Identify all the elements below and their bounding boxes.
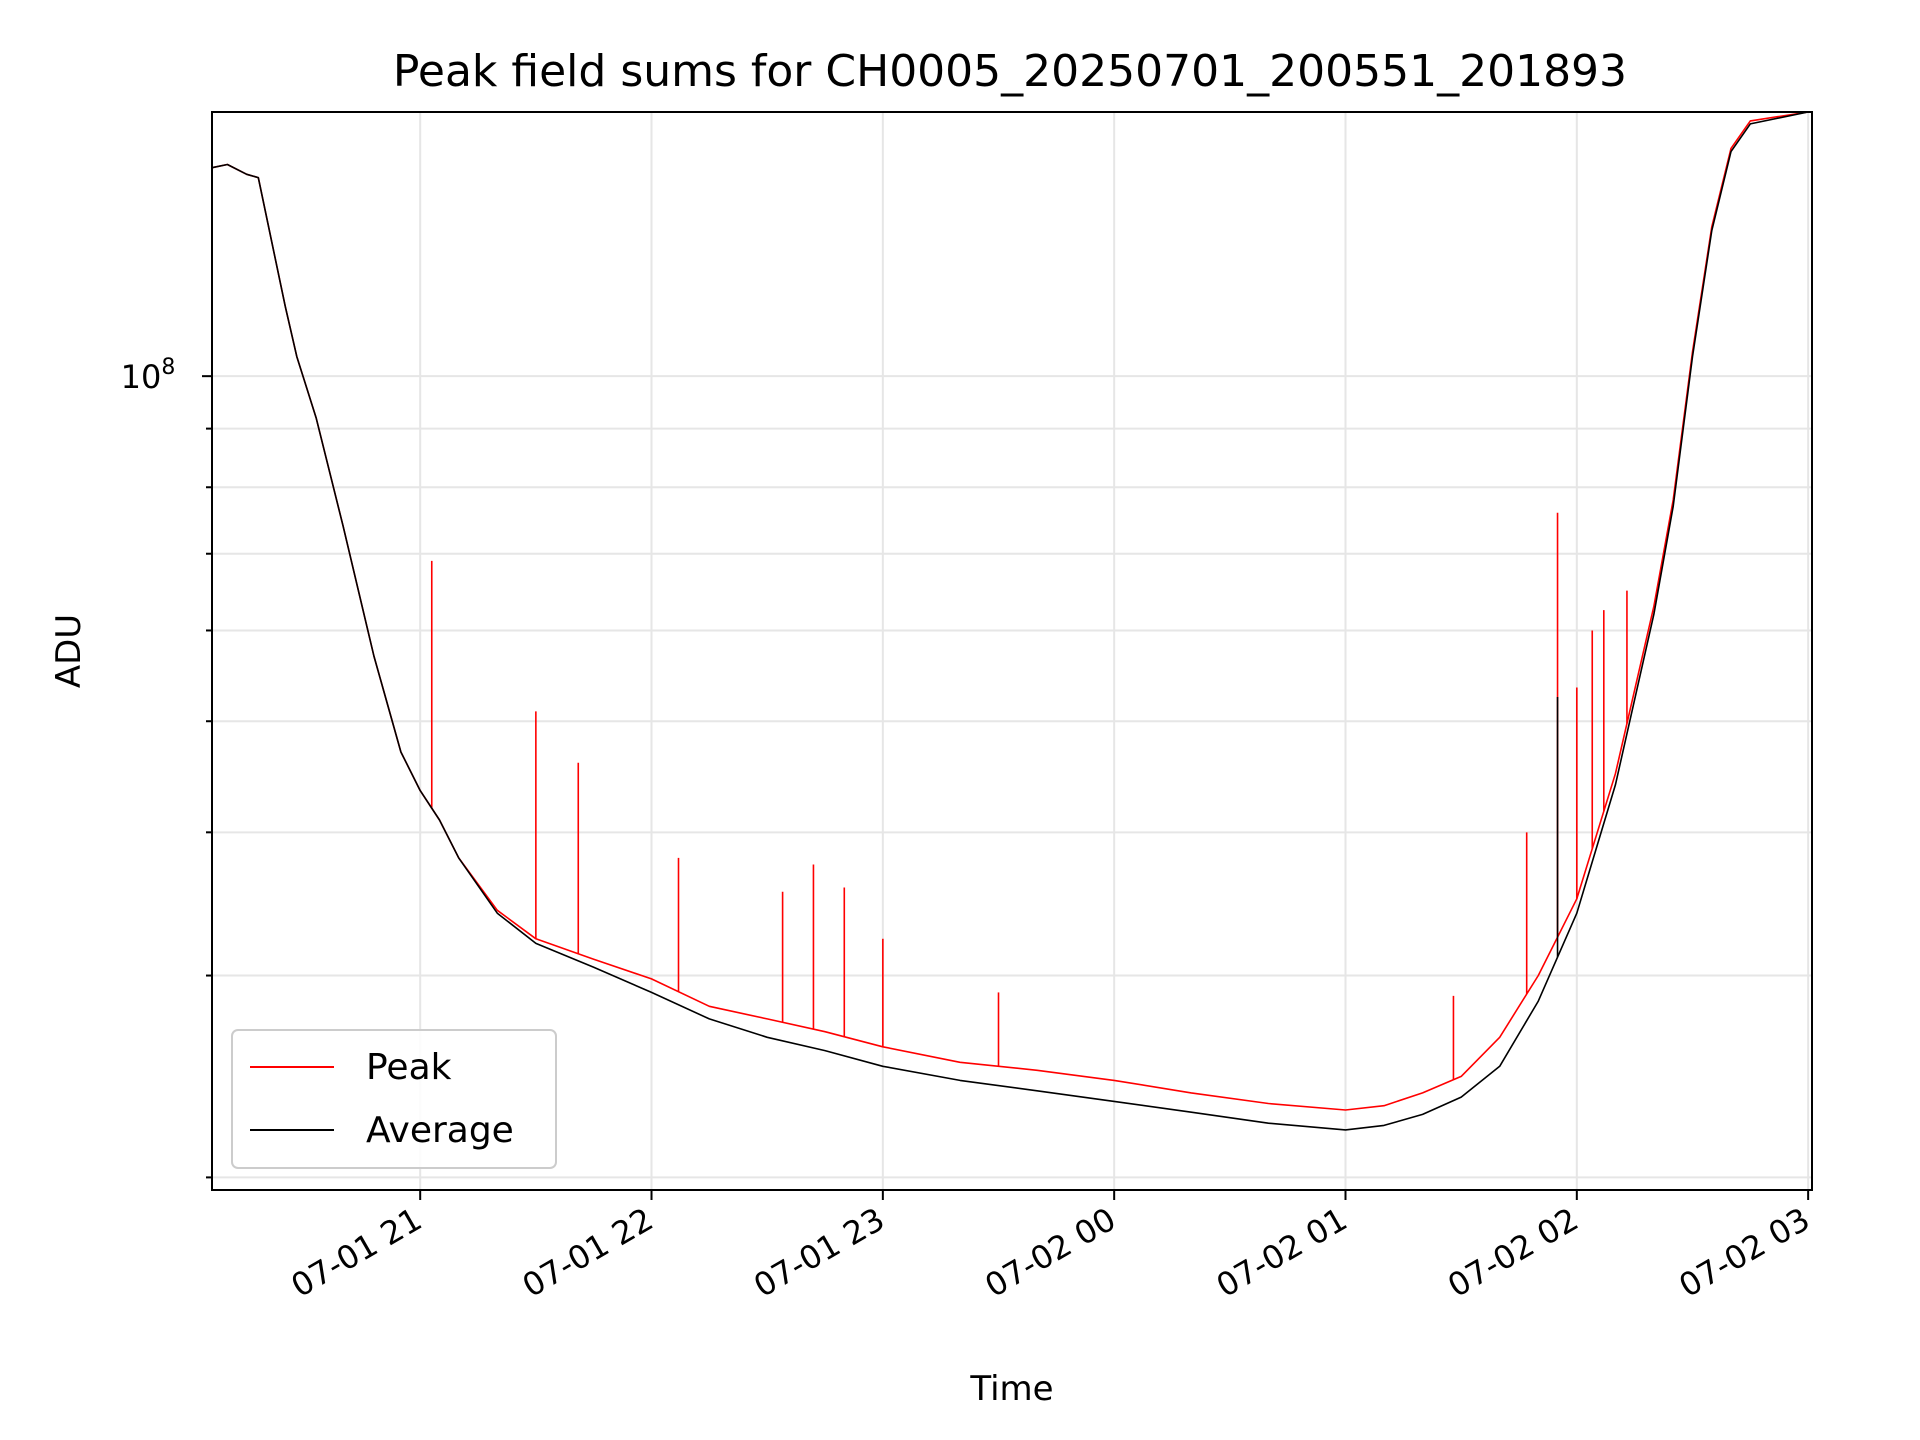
legend-label-average: Average bbox=[366, 1110, 514, 1151]
series-line-peak bbox=[211, 111, 1809, 1111]
series-line-average bbox=[211, 111, 1809, 1131]
x-tick-label: 07-01 21 bbox=[285, 1200, 429, 1305]
legend-label-peak: Peak bbox=[366, 1047, 452, 1088]
x-tick-label: 07-02 02 bbox=[1441, 1200, 1585, 1305]
x-tick-label: 07-01 23 bbox=[747, 1200, 891, 1305]
x-tick-label: 07-01 22 bbox=[516, 1200, 660, 1305]
y-axis-label: ADU bbox=[49, 614, 89, 688]
legend-box bbox=[231, 1029, 557, 1169]
x-axis-label: Time bbox=[969, 1369, 1053, 1409]
plot-frame bbox=[211, 111, 1813, 1191]
grid bbox=[212, 112, 1812, 1190]
legend: Peak Average bbox=[231, 1029, 557, 1169]
x-tick-label: 07-02 01 bbox=[1210, 1200, 1354, 1305]
plot-data bbox=[211, 111, 1809, 1131]
x-tick-label: 07-02 00 bbox=[979, 1200, 1123, 1305]
chart-title: Peak field sums for CH0005_20250701_2005… bbox=[393, 46, 1627, 97]
y-tick-label: 108 bbox=[121, 355, 176, 396]
x-tick-label: 07-02 03 bbox=[1673, 1200, 1817, 1305]
